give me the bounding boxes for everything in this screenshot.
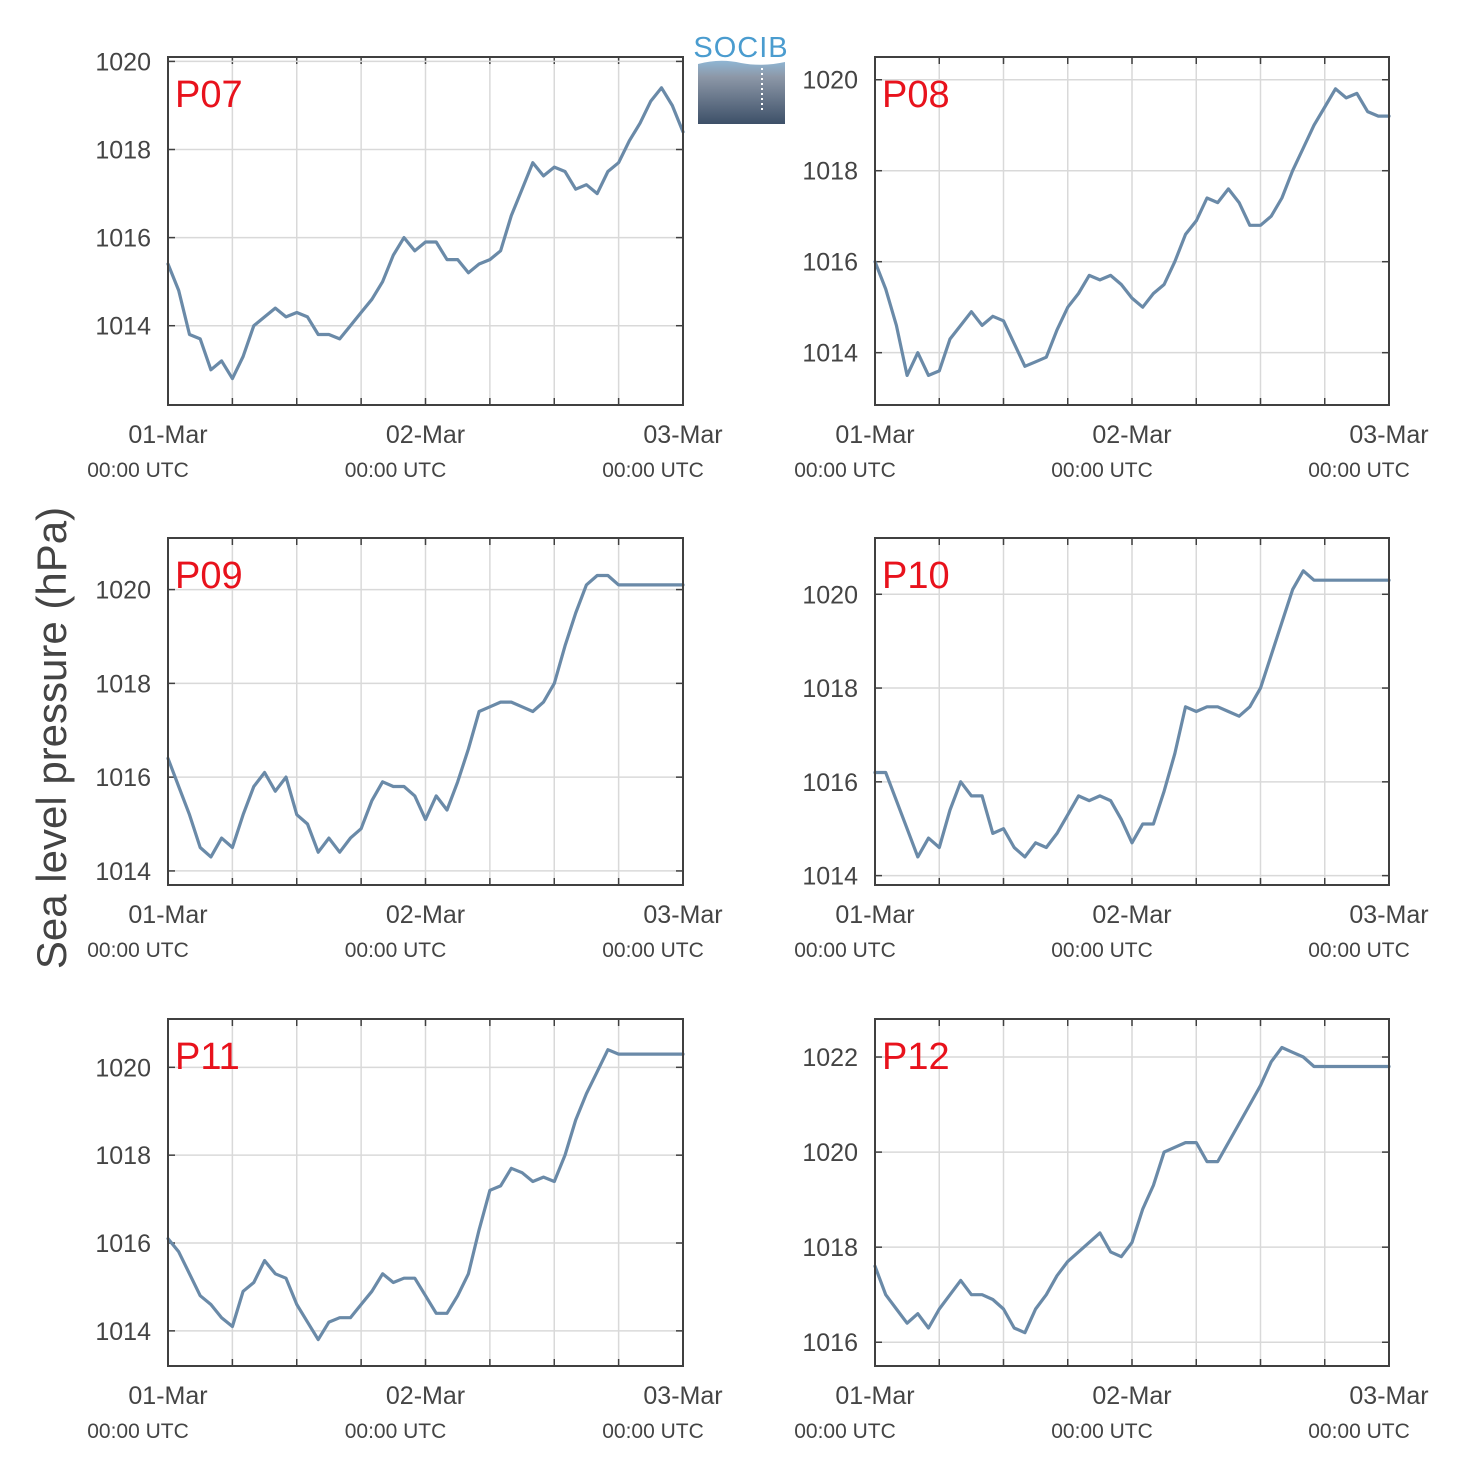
x-tick-label: 01-Mar <box>835 901 914 929</box>
pressure-series-line <box>873 1045 1391 1335</box>
plot-frame <box>167 537 684 886</box>
x-tick-sublabel: 00:00 UTC <box>345 939 447 962</box>
x-tick-sublabel: 00:00 UTC <box>1308 1420 1410 1443</box>
y-tick-label: 1018 <box>802 158 858 186</box>
plot-frame <box>874 1018 1390 1367</box>
x-tick-label: 01-Mar <box>835 421 914 449</box>
station-label: P07 <box>175 74 243 116</box>
x-tick-label: 03-Mar <box>643 901 722 929</box>
panel-p11: 1014 1016 1018 1020 01-Mar 00:00 UTC 02-Mar 00:… <box>87 1018 723 1443</box>
panel-p10: 1014 1016 1018 1020 01-Mar 00:00 UTC 02-Mar 00:… <box>794 537 1429 962</box>
y-axis-label: Sea level pressure (hPa) <box>28 507 75 969</box>
y-tick-label: 1018 <box>95 137 151 165</box>
y-tick-label: 1020 <box>95 577 151 605</box>
y-tick-label: 1016 <box>95 1230 151 1258</box>
panel-p08: 1014 1016 1018 1020 01-Mar 00:00 UTC 02-Mar 00:… <box>794 56 1429 482</box>
y-tick-label: 1014 <box>95 858 151 886</box>
y-tick-label: 1016 <box>802 769 858 797</box>
x-tick-sublabel: 00:00 UTC <box>602 1420 704 1443</box>
pressure-series-line <box>166 573 685 859</box>
station-label: P09 <box>175 555 243 597</box>
x-tick-label: 01-Mar <box>128 901 207 929</box>
socib-logo-text: SOCIB <box>693 32 788 64</box>
x-tick-sublabel: 00:00 UTC <box>87 459 189 482</box>
plot-frame <box>874 56 1390 406</box>
plot-frame <box>167 1018 684 1367</box>
panel-p09: 1014 1016 1018 1020 01-Mar 00:00 UTC 02-Mar 00:… <box>87 537 723 962</box>
station-label: P11 <box>175 1036 240 1078</box>
y-tick-label: 1018 <box>802 675 858 703</box>
y-tick-label: 1014 <box>95 313 151 341</box>
pressure-series-line <box>166 86 685 381</box>
x-tick-sublabel: 00:00 UTC <box>345 1420 447 1443</box>
y-tick-label: 1018 <box>95 670 151 698</box>
y-tick-label: 1020 <box>95 1054 151 1082</box>
x-tick-label: 02-Mar <box>1092 901 1171 929</box>
socib-logo: SOCIB <box>693 32 788 124</box>
y-tick-label: 1020 <box>95 48 151 76</box>
y-tick-label: 1020 <box>802 1139 858 1167</box>
station-label: P12 <box>882 1036 950 1078</box>
pressure-series-line <box>166 1048 685 1342</box>
x-tick-sublabel: 00:00 UTC <box>1051 1420 1153 1443</box>
panel-p12: 1016 1018 1020 1022 01-Mar 00:00 UTC 02-Mar 00:… <box>794 1018 1429 1443</box>
y-tick-label: 1016 <box>95 225 151 253</box>
x-tick-label: 03-Mar <box>643 1382 722 1410</box>
y-tick-label: 1014 <box>802 863 858 891</box>
y-tick-label: 1022 <box>802 1044 858 1072</box>
y-tick-label: 1014 <box>802 340 858 368</box>
y-tick-label: 1016 <box>802 1329 858 1357</box>
x-tick-label: 02-Mar <box>386 901 465 929</box>
x-tick-label: 02-Mar <box>1092 421 1171 449</box>
x-tick-label: 01-Mar <box>128 421 207 449</box>
x-tick-label: 01-Mar <box>835 1382 914 1410</box>
x-tick-sublabel: 00:00 UTC <box>1308 459 1410 482</box>
x-tick-sublabel: 00:00 UTC <box>602 459 704 482</box>
socib-logo-wave <box>698 60 785 124</box>
x-tick-sublabel: 00:00 UTC <box>87 939 189 962</box>
x-tick-sublabel: 00:00 UTC <box>794 939 896 962</box>
x-tick-sublabel: 00:00 UTC <box>87 1420 189 1443</box>
x-tick-label: 03-Mar <box>1349 901 1428 929</box>
panel-p07: 1014 1016 1018 1020 01-Mar 00:00 UTC 02-Mar 00:… <box>87 48 722 482</box>
plot-frame <box>874 537 1390 886</box>
x-tick-sublabel: 00:00 UTC <box>794 1420 896 1443</box>
y-tick-label: 1016 <box>802 249 858 277</box>
y-tick-label: 1020 <box>802 67 858 95</box>
x-tick-sublabel: 00:00 UTC <box>794 459 896 482</box>
y-tick-label: 1020 <box>802 581 858 609</box>
x-tick-label: 03-Mar <box>1349 1382 1428 1410</box>
x-tick-sublabel: 00:00 UTC <box>345 459 447 482</box>
x-tick-label: 03-Mar <box>643 421 722 449</box>
station-label: P08 <box>882 74 950 116</box>
x-tick-label: 02-Mar <box>386 421 465 449</box>
y-tick-label: 1016 <box>95 764 151 792</box>
x-tick-label: 03-Mar <box>1349 421 1428 449</box>
x-tick-label: 02-Mar <box>386 1382 465 1410</box>
pressure-series-line <box>873 87 1391 377</box>
pressure-series-line <box>873 569 1391 859</box>
y-tick-label: 1018 <box>802 1234 858 1262</box>
x-tick-sublabel: 00:00 UTC <box>1051 459 1153 482</box>
y-tick-label: 1018 <box>95 1142 151 1170</box>
plot-frame <box>167 56 684 406</box>
x-tick-sublabel: 00:00 UTC <box>1308 939 1410 962</box>
station-label: P10 <box>882 555 950 597</box>
x-tick-label: 02-Mar <box>1092 1382 1171 1410</box>
x-tick-sublabel: 00:00 UTC <box>1051 939 1153 962</box>
x-tick-sublabel: 00:00 UTC <box>602 939 704 962</box>
y-tick-label: 1014 <box>95 1318 151 1346</box>
x-tick-label: 01-Mar <box>128 1382 207 1410</box>
